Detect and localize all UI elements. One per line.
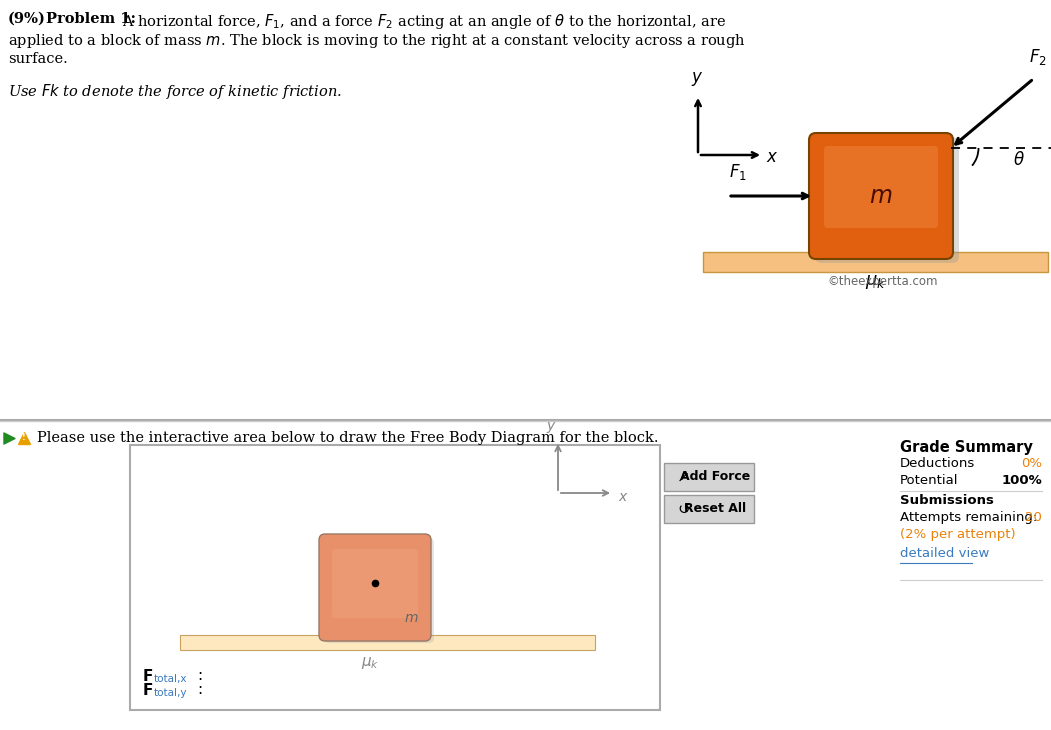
Text: (2% per attempt): (2% per attempt) — [900, 528, 1015, 541]
Text: $\mu_k$: $\mu_k$ — [865, 273, 887, 291]
Text: $\mu_k$: $\mu_k$ — [360, 655, 379, 671]
Text: Reset All: Reset All — [684, 502, 746, 515]
Text: $\mathbf{F}$: $\mathbf{F}$ — [142, 668, 153, 684]
Text: !: ! — [22, 434, 26, 442]
Text: Attempts remaining:: Attempts remaining: — [900, 511, 1037, 524]
Text: applied to a block of mass $m$. The block is moving to the right at a constant v: applied to a block of mass $m$. The bloc… — [8, 32, 745, 50]
Text: Use $Fk$ to denote the force of kinetic friction.: Use $Fk$ to denote the force of kinetic … — [8, 82, 342, 101]
Text: total,x: total,x — [154, 674, 187, 684]
Text: detailed view: detailed view — [900, 547, 989, 560]
Text: Deductions: Deductions — [900, 457, 975, 470]
Text: Add Force: Add Force — [680, 471, 750, 483]
Text: Grade Summary: Grade Summary — [900, 440, 1033, 455]
Text: 0%: 0% — [1021, 457, 1042, 470]
Text: 100%: 100% — [1002, 474, 1042, 487]
Text: $y$: $y$ — [545, 420, 556, 435]
FancyBboxPatch shape — [180, 635, 595, 650]
Text: $y$: $y$ — [691, 70, 703, 88]
Text: $m$: $m$ — [405, 611, 419, 625]
FancyBboxPatch shape — [703, 252, 1048, 272]
FancyBboxPatch shape — [130, 445, 660, 710]
FancyBboxPatch shape — [0, 0, 1051, 420]
Text: Please use the interactive area below to draw the Free Body Diagram for the bloc: Please use the interactive area below to… — [37, 431, 659, 445]
FancyBboxPatch shape — [824, 146, 937, 228]
FancyBboxPatch shape — [809, 133, 953, 259]
Text: Potential: Potential — [900, 474, 959, 487]
Text: $m$: $m$ — [869, 184, 892, 208]
FancyBboxPatch shape — [664, 463, 754, 491]
Text: A horizontal force, $F_1$, and a force $F_2$ acting at an angle of $\theta$ to t: A horizontal force, $F_1$, and a force $… — [122, 12, 726, 31]
Text: $x$: $x$ — [618, 490, 628, 504]
Text: $F_1$: $F_1$ — [729, 162, 747, 182]
Text: Submissions: Submissions — [900, 494, 994, 507]
Text: $x$: $x$ — [766, 150, 779, 166]
Text: :: : — [197, 669, 202, 683]
FancyBboxPatch shape — [815, 137, 959, 263]
Text: $\theta$: $\theta$ — [1013, 151, 1025, 169]
Text: :: : — [197, 683, 202, 697]
Text: (9%): (9%) — [8, 12, 46, 26]
Text: $\mathbf{F}$: $\mathbf{F}$ — [142, 682, 153, 698]
Text: ©theexpertta.com: ©theexpertta.com — [828, 275, 939, 288]
Text: ↺: ↺ — [677, 502, 689, 517]
Text: Problem 1:: Problem 1: — [46, 12, 136, 26]
Text: 20: 20 — [1025, 511, 1042, 524]
FancyBboxPatch shape — [324, 538, 434, 643]
Text: surface.: surface. — [8, 52, 67, 66]
FancyBboxPatch shape — [320, 534, 431, 641]
Text: ↗: ↗ — [677, 469, 689, 485]
FancyBboxPatch shape — [664, 495, 754, 523]
Text: $F_2$: $F_2$ — [1029, 47, 1047, 66]
FancyBboxPatch shape — [332, 549, 418, 618]
Text: total,y: total,y — [154, 688, 187, 698]
